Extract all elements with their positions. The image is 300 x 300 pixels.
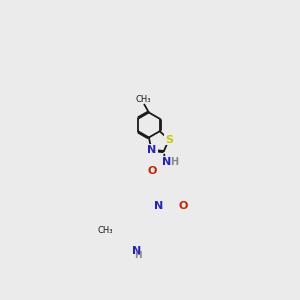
Text: S: S bbox=[165, 135, 173, 145]
Text: O: O bbox=[178, 201, 188, 211]
Text: N: N bbox=[132, 246, 141, 256]
Text: N: N bbox=[161, 158, 171, 167]
Text: H: H bbox=[170, 158, 178, 167]
Text: O: O bbox=[148, 166, 157, 176]
Text: CH₃: CH₃ bbox=[135, 95, 151, 104]
Text: N: N bbox=[154, 201, 163, 211]
Text: H: H bbox=[134, 250, 142, 260]
Text: N: N bbox=[147, 145, 157, 155]
Text: CH₃: CH₃ bbox=[98, 226, 113, 235]
